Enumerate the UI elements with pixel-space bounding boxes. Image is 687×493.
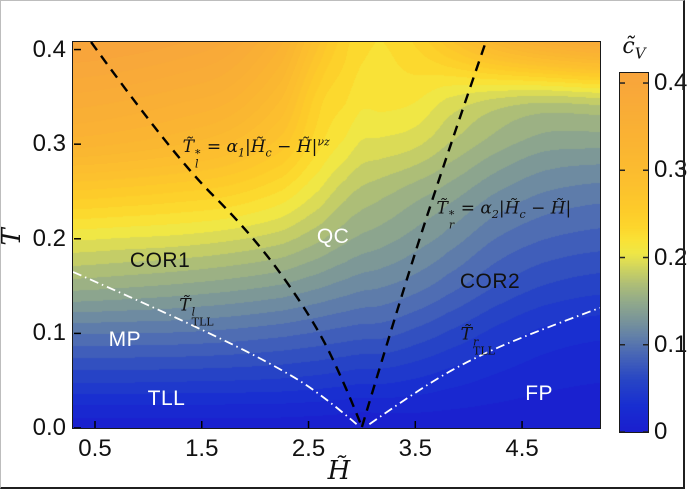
formula-left-sub: l <box>194 157 199 171</box>
formula-right-Hc: |H̃ <box>498 198 520 219</box>
formula-right-alpha-sub: 2 <box>491 207 499 221</box>
tll-right-sub: TLL <box>472 344 495 358</box>
formula-right-H: − H̃| <box>525 198 572 219</box>
x-tick-label: 0.5 <box>78 435 112 462</box>
tll-left-T: T̃ <box>179 295 191 316</box>
y-tick-label: 0.2 <box>32 224 66 252</box>
formula-right-c-sub: c <box>519 207 526 221</box>
tll-temperature-label-left: T̃ l TLL <box>179 295 214 329</box>
x-axis-label: H̃ <box>327 456 351 486</box>
x-tick-label: 2.5 <box>291 435 326 462</box>
y-tick-label: 0.0 <box>32 414 66 441</box>
formula-left-Hc: |H̃ <box>244 137 266 158</box>
phase-label-tll: TLL <box>147 386 186 410</box>
x-tick-label: 1.5 <box>185 435 219 462</box>
tll-left-sub: TLL <box>191 315 214 329</box>
colorbar-tick-label: 0.1 <box>654 330 687 358</box>
formula-left-T: T̃ <box>182 137 194 158</box>
y-tick-label: 0.4 <box>32 35 66 63</box>
formula-left-H: − H̃| <box>271 137 318 158</box>
colorbar-tick-label: 0.3 <box>654 156 687 184</box>
crossover-formula-right: T̃ * r = α2|H̃c − H̃| <box>436 198 572 232</box>
phase-label-qc: QC <box>316 224 350 248</box>
phase-label-mp: MP <box>108 328 142 351</box>
colorbar-canvas <box>620 73 648 432</box>
crossover-formula-left: T̃ * l = α1|H̃c − H̃|νz <box>182 135 330 171</box>
phase-label-cor2: COR2 <box>459 270 521 294</box>
formula-right-T: T̃ <box>436 198 448 219</box>
colorbar-label-base: c̃ <box>622 34 635 59</box>
formula-left-exponent: νz <box>317 135 330 149</box>
tll-right-T: T̃ <box>460 324 472 345</box>
phase-label-fp: FP <box>525 382 554 406</box>
colorbar-label: c̃V <box>609 34 659 62</box>
colorbar-tick-label: 0.2 <box>654 243 687 271</box>
colorbar-tick-label: 0 <box>654 418 668 445</box>
formula-right-eq: = α <box>455 198 492 219</box>
formula-left-eq: = α <box>201 137 238 158</box>
tll-temperature-label-right: T̃ r TLL <box>460 324 496 358</box>
formula-right-sub: r <box>448 218 455 232</box>
x-tick-label: 4.5 <box>505 435 539 462</box>
phase-label-cor1: COR1 <box>129 249 191 273</box>
y-tick-label: 0.1 <box>32 319 66 347</box>
colorbar-label-sub: V <box>634 44 646 63</box>
colorbar-tick-label: 0.4 <box>654 69 687 97</box>
x-tick-label: 3.5 <box>398 435 432 462</box>
y-tick-label: 0.3 <box>32 130 66 158</box>
